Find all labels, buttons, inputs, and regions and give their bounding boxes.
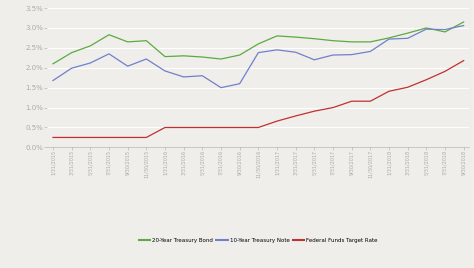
Legend: 20-Year Treasury Bond, 10-Year Treasury Note, Federal Funds Target Rate: 20-Year Treasury Bond, 10-Year Treasury … — [137, 236, 380, 245]
